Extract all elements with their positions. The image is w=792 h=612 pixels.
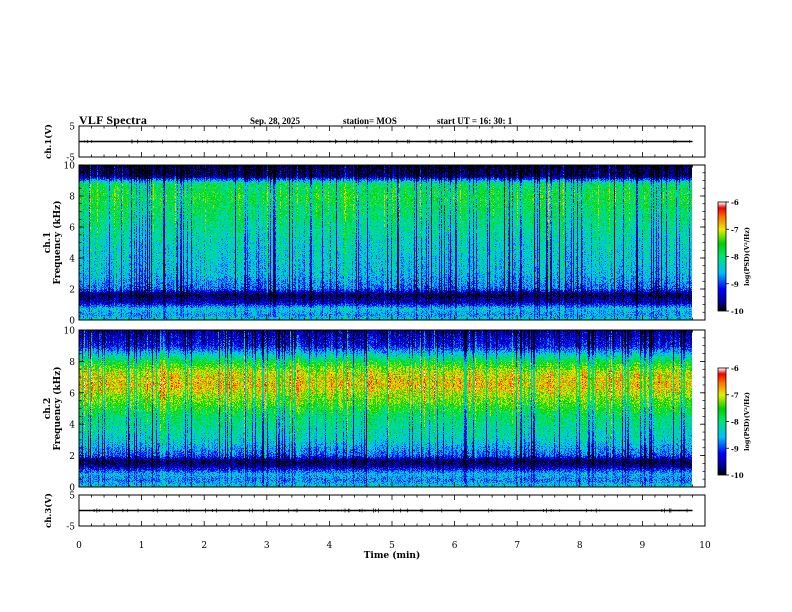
x-tick-label: 2 xyxy=(201,541,207,551)
colorbar-label: log(PSD)(V²/Hz) xyxy=(743,227,751,286)
station-label: station= MOS xyxy=(343,116,397,126)
y-tick-label: 0 xyxy=(69,317,75,327)
start-ut-label: start UT = 16: 30: 1 xyxy=(437,116,513,126)
y-tick-label: 2 xyxy=(69,286,75,296)
y-axis-label: Frequency (kHz) xyxy=(52,200,63,284)
y-axis-label: ch.2 xyxy=(43,398,53,419)
ch1-spectrogram-heatmap xyxy=(79,165,705,320)
y-tick-label: 10 xyxy=(64,327,76,337)
panel-frame xyxy=(78,329,706,488)
x-tick-label: 1 xyxy=(139,541,145,551)
x-tick-label: 7 xyxy=(514,541,520,551)
y-tick-label: 8 xyxy=(69,358,75,368)
chart-title: VLF Spectra xyxy=(79,113,148,127)
y-tick-label: 0 xyxy=(69,484,75,494)
colorbar-tick-label: -7 xyxy=(731,225,739,234)
colorbar-tick-label: -9 xyxy=(731,444,739,453)
x-tick-label: 3 xyxy=(264,541,270,551)
y-tick-label: 2 xyxy=(69,452,75,462)
x-axis-label: Time (min) xyxy=(364,550,421,561)
colorbar-frame xyxy=(717,201,727,312)
x-tick-label: 9 xyxy=(640,541,646,551)
y-axis-label: ch.3(V) xyxy=(43,493,54,528)
colorbar-tick-label: -8 xyxy=(731,253,739,262)
colorbar-frame xyxy=(717,367,727,476)
y-tick-label: 5 xyxy=(69,123,75,133)
y-tick-label: 10 xyxy=(64,162,76,172)
y-tick-label: 6 xyxy=(69,224,75,234)
y-tick-label: 8 xyxy=(69,193,75,203)
y-tick-label: -5 xyxy=(66,523,75,533)
y-axis-label: Frequency (kHz) xyxy=(52,366,63,450)
colorbar-tick-label: -6 xyxy=(731,364,739,373)
colorbar-tick-label: -6 xyxy=(731,198,739,207)
x-tick-label: 5 xyxy=(389,541,395,551)
y-tick-label: 4 xyxy=(69,255,75,265)
y-axis-label: ch.1 xyxy=(43,232,53,253)
y-tick-label: 5 xyxy=(69,492,75,502)
x-tick-label: 4 xyxy=(327,541,333,551)
colorbar-label: log(PSD)(V²/Hz) xyxy=(743,392,751,451)
colorbar-tick-label: -9 xyxy=(731,280,739,289)
colorbar-tick-label: -10 xyxy=(731,307,744,316)
y-tick-label: -5 xyxy=(66,154,75,164)
x-tick-label: 8 xyxy=(577,541,583,551)
ch1-colorbar xyxy=(718,202,726,311)
panel-frame xyxy=(78,164,706,321)
ch2-spectrogram-heatmap xyxy=(79,330,705,487)
x-tick-label: 6 xyxy=(452,541,458,551)
colorbar-tick-label: -7 xyxy=(731,391,739,400)
x-tick-label: 10 xyxy=(699,541,711,551)
y-tick-label: 4 xyxy=(69,421,75,431)
colorbar-tick-label: -8 xyxy=(731,418,739,427)
y-tick-label: 6 xyxy=(69,389,75,399)
x-tick-label: 0 xyxy=(76,541,82,551)
ch2-colorbar xyxy=(718,368,726,475)
date-label: Sep. 28, 2025 xyxy=(250,116,301,126)
colorbar-tick-label: -10 xyxy=(731,471,744,480)
y-axis-label: ch.1(V) xyxy=(43,124,54,159)
